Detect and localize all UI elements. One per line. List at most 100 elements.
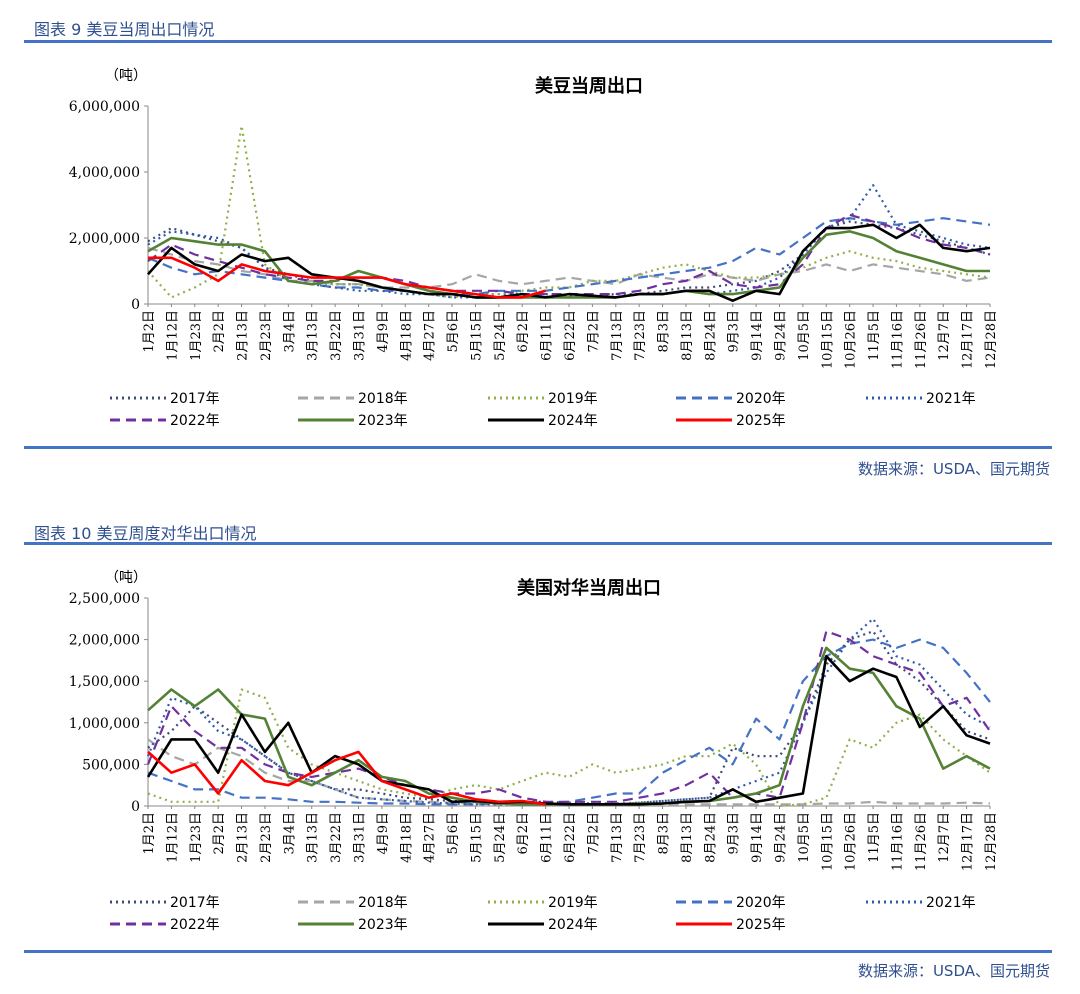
x-tick-label: 7月23日 xyxy=(633,812,648,863)
series-line-2023 xyxy=(147,230,990,299)
legend-label: 2018年 xyxy=(358,391,408,407)
chart-us-soy-exports-to-china: （吨） 美国对华当周出口 2,500,000 2,000,000 1,500,000 1,… xyxy=(69,570,999,933)
legend-label: 2022年 xyxy=(170,917,220,933)
x-tick-label: 1月12日 xyxy=(165,812,180,863)
series-line-2025 xyxy=(147,750,546,806)
x-tick-label: 2月13日 xyxy=(236,812,251,863)
x-tick-label: 9月3日 xyxy=(727,812,742,855)
series-line-2022 xyxy=(146,630,991,803)
x-tick-label: 1月2日 xyxy=(142,812,157,855)
series-line-2019 xyxy=(147,688,991,808)
x-tick-label: 9月24日 xyxy=(774,812,789,863)
legend-label: 2017年 xyxy=(170,391,220,407)
series-line-2018 xyxy=(147,246,991,289)
figure-2: 图表 10 美豆周度对华出口情况 （吨） 美国对华当周出口 2,500,000 2,0… xyxy=(0,500,1080,994)
x-tick-label: 7月13日 xyxy=(610,812,625,863)
series-line-2021 xyxy=(147,184,991,299)
x-tick-label: 11月5日 xyxy=(867,310,882,361)
y-tick-label: 2,000,000 xyxy=(69,633,140,649)
x-tick-label: 4月27日 xyxy=(423,310,438,361)
y-unit-label: （吨） xyxy=(105,68,147,84)
legend-label: 2025年 xyxy=(736,917,786,933)
x-tick-label: 4月9日 xyxy=(376,310,391,353)
series-line-2018 xyxy=(147,738,991,806)
x-tick-label: 10月26日 xyxy=(844,812,859,871)
legend-label: 2023年 xyxy=(358,413,408,429)
series-line-2020 xyxy=(147,217,991,296)
x-tick-label: 4月18日 xyxy=(399,310,414,361)
x-tick-label: 1月23日 xyxy=(189,812,204,863)
legend-label: 2020年 xyxy=(736,895,786,911)
legend-label: 2017年 xyxy=(170,895,220,911)
figure-1: 图表 9 美豆当周出口情况 （吨） 美豆当周出口 6,000,000 4,000,00… xyxy=(0,0,1080,490)
x-tick-label: 2月23日 xyxy=(259,812,274,863)
x-tick-label: 12月28日 xyxy=(984,812,999,871)
x-tick-label: 3月31日 xyxy=(353,310,368,361)
series-line-2017 xyxy=(147,220,991,297)
series-line-2024 xyxy=(147,223,991,302)
series-line-2019 xyxy=(147,124,991,299)
y-tick-label: 1,500,000 xyxy=(69,674,140,690)
x-tick-label: 12月28日 xyxy=(984,310,999,369)
y-tick-label: 2,500,000 xyxy=(69,591,140,607)
series-line-2017 xyxy=(147,630,991,805)
series-line-2025 xyxy=(148,256,546,299)
y-tick-label: 0 xyxy=(131,799,140,815)
series-line-2023 xyxy=(147,646,991,806)
x-tick-label: 7月2日 xyxy=(586,812,601,855)
legend-label: 2021年 xyxy=(926,895,976,911)
x-tick-label: 10月26日 xyxy=(844,310,859,369)
x-tick-label: 5月24日 xyxy=(493,310,508,361)
x-tick-label: 11月26日 xyxy=(914,310,929,369)
x-tick-label: 2月23日 xyxy=(259,310,274,361)
y-tick-label: 2,000,000 xyxy=(69,231,140,247)
x-tick-label: 5月24日 xyxy=(493,812,508,863)
x-tick-label: 12月17日 xyxy=(961,812,976,871)
x-tick-label: 6月22日 xyxy=(563,812,578,863)
x-tick-label: 3月4日 xyxy=(282,812,297,855)
source-note: 数据来源：USDA、国元期货 xyxy=(857,460,1050,478)
top-rule xyxy=(24,542,1052,545)
x-tick-label: 9月14日 xyxy=(750,310,765,361)
x-tick-label: 7月2日 xyxy=(586,310,601,353)
x-tick-label: 3月31日 xyxy=(353,812,368,863)
x-tick-label: 8月3日 xyxy=(657,310,672,353)
x-tick-label: 5月15日 xyxy=(469,812,484,863)
y-tick-label: 4,000,000 xyxy=(69,165,140,181)
x-tick-label: 7月13日 xyxy=(610,310,625,361)
x-tick-label: 4月18日 xyxy=(399,812,414,863)
x-tick-label: 10月5日 xyxy=(797,310,812,361)
legend-label: 2022年 xyxy=(170,413,220,429)
legend-label: 2021年 xyxy=(926,391,976,407)
x-tick-label: 1月2日 xyxy=(142,310,157,353)
x-tick-label: 8月13日 xyxy=(680,812,695,863)
x-tick-label: 12月7日 xyxy=(937,310,952,361)
bottom-rule xyxy=(24,446,1052,449)
y-tick-label: 6,000,000 xyxy=(69,99,140,115)
x-tick-label: 2月2日 xyxy=(212,812,227,855)
figure-caption: 图表 9 美豆当周出口情况 xyxy=(34,20,215,39)
x-tick-label: 10月5日 xyxy=(797,812,812,863)
legend-label: 2018年 xyxy=(358,895,408,911)
figure-caption: 图表 10 美豆周度对华出口情况 xyxy=(34,524,257,543)
x-tick-label: 3月22日 xyxy=(329,812,344,863)
y-tick-label: 1,000,000 xyxy=(69,716,140,732)
x-tick-label: 11月5日 xyxy=(867,812,882,863)
x-tick-label: 9月3日 xyxy=(727,310,742,353)
x-tick-label: 5月6日 xyxy=(446,812,461,855)
x-tick-label: 1月23日 xyxy=(189,310,204,361)
x-tick-label: 4月27日 xyxy=(423,812,438,863)
bottom-rule xyxy=(24,950,1052,953)
x-tick-label: 6月11日 xyxy=(540,812,555,863)
x-tick-label: 11月16日 xyxy=(890,310,905,369)
x-tick-label: 1月12日 xyxy=(165,310,180,361)
x-tick-label: 12月7日 xyxy=(937,812,952,863)
source-note: 数据来源：USDA、国元期货 xyxy=(857,962,1050,980)
x-tick-label: 3月4日 xyxy=(282,310,297,353)
x-tick-label: 10月15日 xyxy=(820,310,835,369)
x-tick-label: 10月15日 xyxy=(820,812,835,871)
legend-label: 2019年 xyxy=(548,391,598,407)
x-tick-label: 2月13日 xyxy=(236,310,251,361)
x-tick-label: 2月2日 xyxy=(212,310,227,353)
x-tick-label: 6月22日 xyxy=(563,310,578,361)
